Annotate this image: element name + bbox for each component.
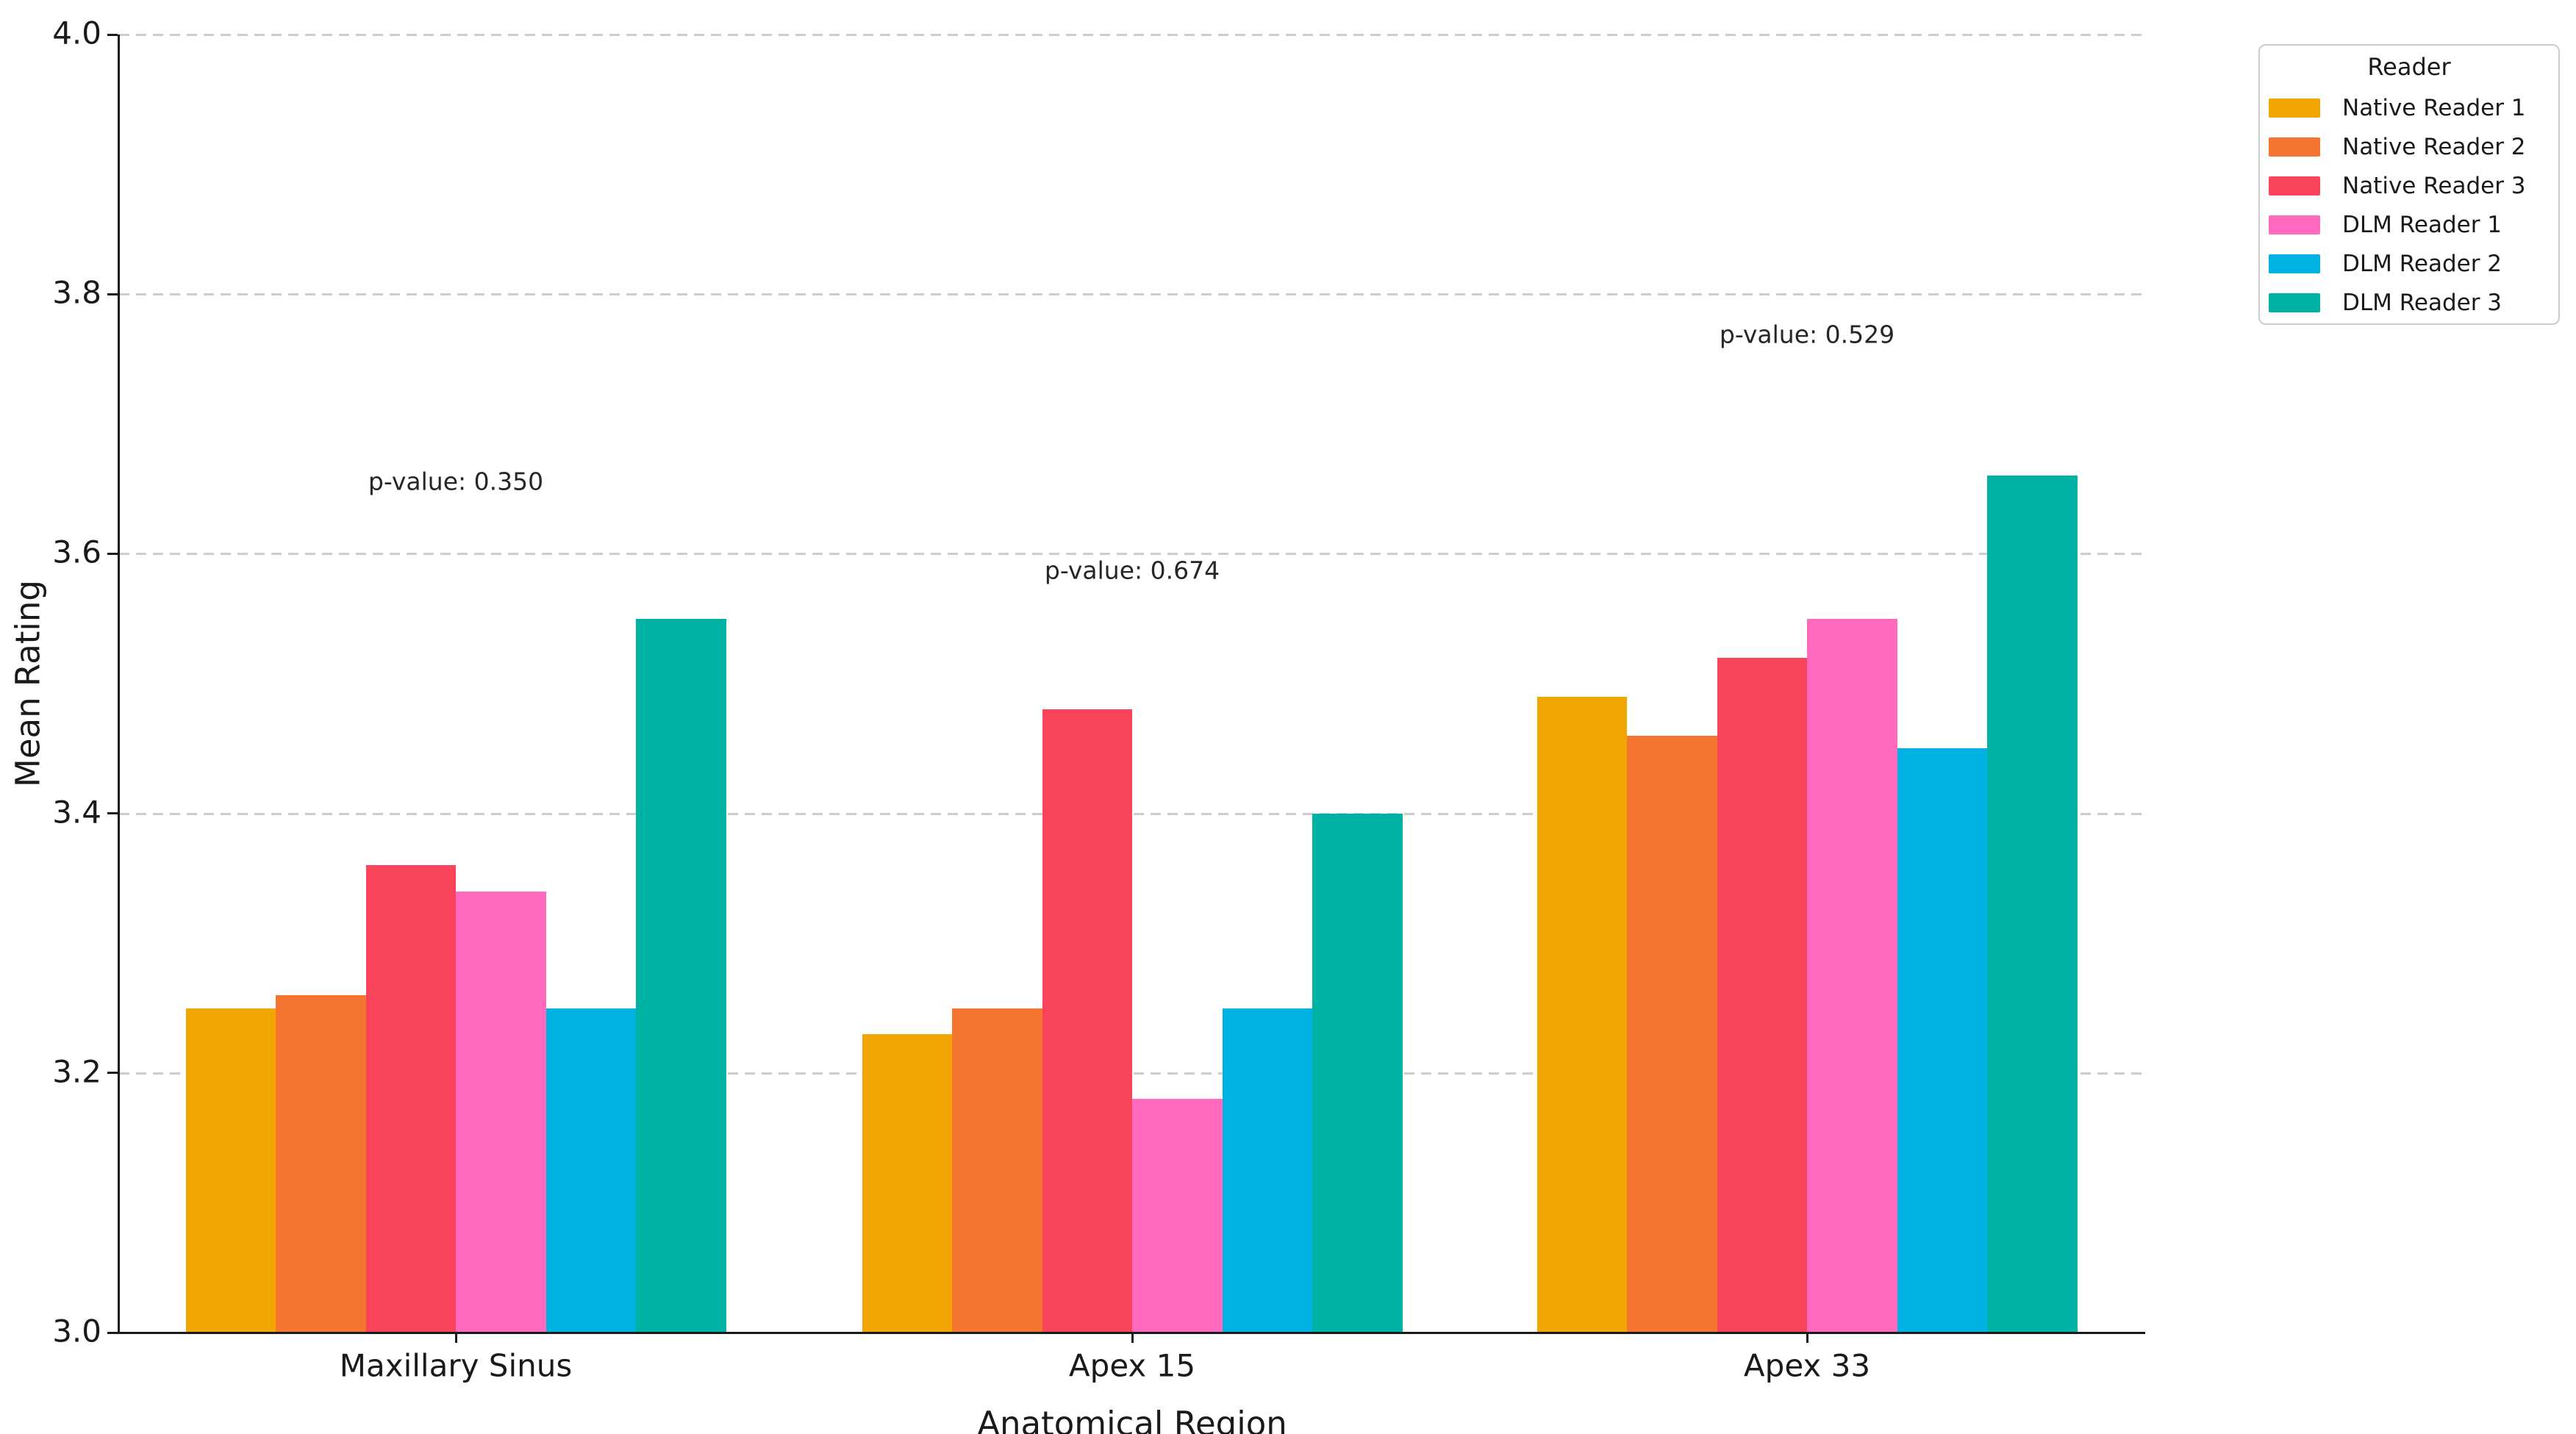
legend-item-label: DLM Reader 3	[2342, 289, 2502, 316]
x-tickmark	[1131, 1333, 1134, 1343]
bar	[1717, 657, 1807, 1333]
y-tickmark	[107, 33, 118, 36]
bar	[1536, 696, 1627, 1333]
legend-item-label: Native Reader 3	[2342, 172, 2526, 199]
bar	[276, 994, 366, 1333]
bar	[952, 1008, 1042, 1333]
gridline	[119, 293, 2145, 296]
bar	[1987, 476, 2078, 1333]
y-tick-label: 3.8	[52, 274, 101, 311]
bar	[1312, 813, 1403, 1333]
y-tickmark	[107, 812, 118, 815]
legend-swatch	[2269, 176, 2320, 196]
y-tickmark	[107, 552, 118, 555]
legend-swatch	[2269, 254, 2320, 273]
x-tick-label: Apex 33	[1743, 1347, 1871, 1384]
legend-item: Native Reader 2	[2260, 127, 2558, 166]
y-tick-label: 3.6	[52, 534, 101, 570]
legend-item-label: Native Reader 1	[2342, 94, 2526, 121]
p-value-annotation: p-value: 0.529	[1719, 320, 1895, 349]
bar	[862, 1033, 952, 1333]
legend-item: Native Reader 1	[2260, 88, 2558, 127]
y-tick-label: 4.0	[52, 15, 101, 51]
y-tickmark	[107, 293, 118, 295]
gridline	[119, 553, 2145, 556]
y-axis-title: Mean Rating	[8, 580, 48, 787]
bar	[636, 618, 726, 1333]
x-tickmark	[454, 1333, 457, 1343]
p-value-annotation: p-value: 0.350	[368, 467, 544, 495]
bar	[1897, 748, 1987, 1333]
x-tick-label: Maxillary Sinus	[339, 1347, 573, 1384]
gridline	[119, 34, 2145, 36]
x-axis-spine	[118, 1332, 2145, 1334]
bar	[1042, 709, 1132, 1333]
bar	[456, 891, 546, 1333]
bar	[1807, 618, 1897, 1333]
legend-swatch	[2269, 293, 2320, 312]
y-tick-label: 3.0	[52, 1313, 101, 1349]
legend-title: Reader	[2367, 53, 2451, 81]
legend-item-label: DLM Reader 1	[2342, 211, 2502, 238]
legend-item-label: DLM Reader 2	[2342, 250, 2502, 277]
legend-item: DLM Reader 1	[2260, 205, 2558, 244]
legend-item: Native Reader 3	[2260, 166, 2558, 205]
bar	[1222, 1008, 1312, 1333]
gridline	[119, 1072, 2145, 1075]
gridline	[119, 812, 2145, 815]
x-axis-title: Anatomical Region	[977, 1404, 1287, 1434]
bar	[365, 865, 456, 1333]
y-axis-spine	[118, 35, 120, 1334]
legend-item: DLM Reader 2	[2260, 244, 2558, 283]
y-tickmark	[107, 1331, 118, 1334]
y-tick-label: 3.4	[52, 794, 101, 831]
bar	[185, 1008, 276, 1333]
x-tick-label: Apex 15	[1068, 1347, 1196, 1384]
legend-swatch	[2269, 215, 2320, 234]
legend-item: DLM Reader 3	[2260, 283, 2558, 322]
bar	[1627, 735, 1717, 1333]
bar	[1132, 1099, 1223, 1333]
legend-item-label: Native Reader 2	[2342, 133, 2526, 160]
y-tick-label: 3.2	[52, 1053, 101, 1090]
legend-swatch	[2269, 137, 2320, 157]
x-tickmark	[1806, 1333, 1808, 1343]
bar	[545, 1008, 636, 1333]
legend-items: Native Reader 1 Native Reader 2 Native Rea…	[2260, 88, 2558, 322]
legend-swatch	[2269, 98, 2320, 118]
legend: Reader Native Reader 1 Native Reader 2 Nat…	[2258, 44, 2560, 325]
y-tickmark	[107, 1072, 118, 1075]
p-value-annotation: p-value: 0.674	[1044, 556, 1220, 585]
